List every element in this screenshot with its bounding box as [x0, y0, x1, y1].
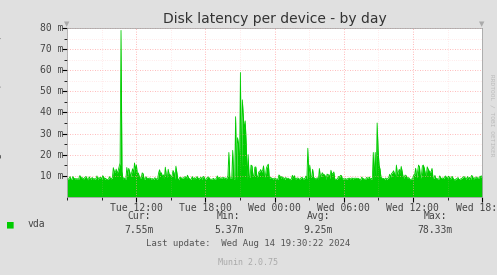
Text: 40 m: 40 m	[40, 108, 64, 117]
Text: 10 m: 10 m	[40, 170, 64, 181]
Text: Wed 00:00: Wed 00:00	[248, 204, 301, 213]
Title: Disk latency per device - by day: Disk latency per device - by day	[163, 12, 387, 26]
Text: 7.55m: 7.55m	[124, 225, 154, 235]
Text: 80 m: 80 m	[40, 23, 64, 33]
Text: Tue 12:00: Tue 12:00	[110, 204, 163, 213]
Text: Cur:: Cur:	[127, 211, 151, 221]
Text: 9.25m: 9.25m	[303, 225, 333, 235]
Text: 5.37m: 5.37m	[214, 225, 244, 235]
Text: Tue 18:00: Tue 18:00	[179, 204, 232, 213]
Text: 50 m: 50 m	[40, 86, 64, 97]
Text: 20 m: 20 m	[40, 150, 64, 160]
Text: 30 m: 30 m	[40, 128, 64, 139]
Text: 70 m: 70 m	[40, 44, 64, 54]
Text: Avg:: Avg:	[306, 211, 330, 221]
Text: Wed 12:00: Wed 12:00	[387, 204, 439, 213]
Text: Wed 06:00: Wed 06:00	[317, 204, 370, 213]
Text: Max:: Max:	[423, 211, 447, 221]
Text: Min:: Min:	[217, 211, 241, 221]
Text: ■: ■	[7, 219, 14, 229]
Text: Last update:  Wed Aug 14 19:30:22 2024: Last update: Wed Aug 14 19:30:22 2024	[147, 239, 350, 248]
Text: 60 m: 60 m	[40, 65, 64, 75]
Text: ▼: ▼	[480, 21, 485, 28]
Text: Average IO Wait (seconds): Average IO Wait (seconds)	[0, 34, 1, 190]
Text: ▼: ▼	[65, 21, 70, 28]
Text: 78.33m: 78.33m	[417, 225, 452, 235]
Text: Wed 18:00: Wed 18:00	[456, 204, 497, 213]
Text: RRDTOOL / TOBI OETIKER: RRDTOOL / TOBI OETIKER	[490, 74, 495, 157]
Text: Munin 2.0.75: Munin 2.0.75	[219, 258, 278, 267]
Text: vda: vda	[27, 219, 45, 229]
